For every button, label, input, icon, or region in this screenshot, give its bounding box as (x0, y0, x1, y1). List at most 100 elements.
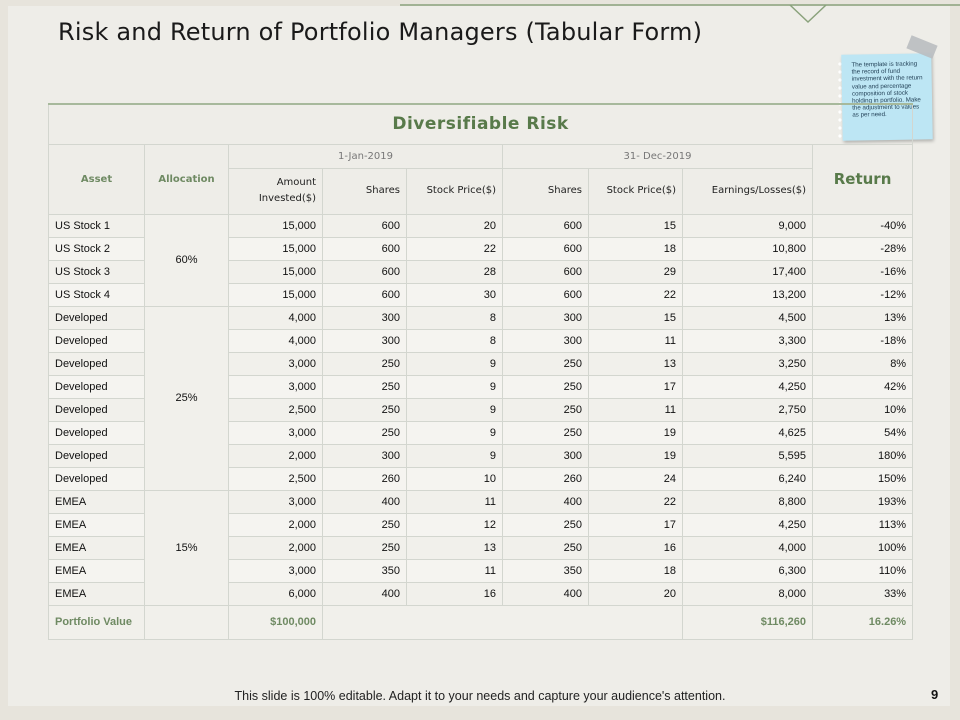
header-shares-start: Shares (322, 167, 407, 215)
cell-shares-start: 300 (322, 305, 407, 330)
cell-earnings: 8,000 (682, 581, 813, 606)
cell-asset: EMEA (48, 581, 145, 606)
cell-price-start: 20 (406, 213, 503, 238)
table-row: Developed 2,500 250 9 250 11 2,750 10% (48, 397, 914, 422)
cell-amount-invested: 15,000 (228, 213, 323, 238)
cell-shares-start: 260 (322, 466, 407, 491)
cell-amount-invested: 15,000 (228, 259, 323, 284)
cell-price-start: 22 (406, 236, 503, 261)
cell-price-end: 15 (588, 305, 683, 330)
cell-earnings: 8,800 (682, 489, 813, 514)
cell-shares-end: 600 (502, 213, 589, 238)
cell-earnings: 3,250 (682, 351, 813, 376)
banner-row: Diversifiable Risk (47, 103, 914, 145)
table-row: EMEA 15% 3,000 400 11 400 22 8,800 193% (48, 489, 914, 606)
cell-return: -28% (811, 236, 914, 261)
cell-earnings: 4,625 (682, 420, 813, 445)
table-row: Developed 25% 4,000 300 8 300 15 4,500 13% (48, 305, 914, 491)
cell-asset: US Stock 3 (48, 259, 145, 284)
cell-price-start: 13 (406, 535, 503, 560)
portfolio-invested: $100,000 (228, 604, 323, 640)
table-row: EMEA 2,000 250 13 250 16 4,000 100% (48, 535, 914, 560)
cell-asset: Developed (48, 397, 145, 422)
cell-shares-start: 600 (322, 236, 407, 261)
cell-asset: US Stock 1 (48, 213, 145, 238)
slide-title: Risk and Return of Portfolio Managers (T… (58, 18, 703, 46)
cell-price-end: 13 (588, 351, 683, 376)
table-row: Developed 3,000 250 9 250 13 3,250 8% (48, 351, 914, 376)
header-date-end: 31- Dec-2019 (502, 143, 813, 169)
cell-amount-invested: 3,000 (228, 374, 323, 399)
cell-shares-start: 250 (322, 374, 407, 399)
cell-asset: US Stock 2 (48, 236, 145, 261)
cell-allocation: 60% (144, 213, 229, 307)
cell-earnings: 4,250 (682, 512, 813, 537)
cell-asset: Developed (48, 351, 145, 376)
table-row: EMEA 2,000 250 12 250 17 4,250 113% (48, 512, 914, 537)
cell-earnings: 4,500 (682, 305, 813, 330)
cell-return: 150% (811, 466, 914, 491)
cell-asset: Developed (48, 305, 145, 330)
cell-earnings: 3,300 (682, 328, 813, 353)
cell-price-start: 8 (406, 328, 503, 353)
table-row: Developed 3,000 250 9 250 17 4,250 42% (48, 374, 914, 399)
cell-shares-start: 600 (322, 259, 407, 284)
cell-asset: Developed (48, 466, 145, 491)
cell-return: 110% (811, 558, 914, 583)
portfolio-value-label: Portfolio Value (48, 604, 145, 640)
cell-amount-invested: 4,000 (228, 328, 323, 353)
footer-text: This slide is 100% editable. Adapt it to… (234, 689, 726, 703)
cell-shares-end: 250 (502, 351, 589, 376)
cell-shares-end: 350 (502, 558, 589, 583)
table-row: Developed 3,000 250 9 250 19 4,625 54% (48, 420, 914, 445)
cell-earnings: 17,400 (682, 259, 813, 284)
header-allocation: Allocation (144, 143, 229, 215)
cell-price-end: 29 (588, 259, 683, 284)
cell-shares-end: 400 (502, 489, 589, 514)
header-return: Return (811, 143, 914, 215)
cell-amount-invested: 15,000 (228, 282, 323, 307)
cell-asset: US Stock 4 (48, 282, 145, 307)
cell-return: 13% (811, 305, 914, 330)
cell-earnings: 4,000 (682, 535, 813, 560)
cell-price-start: 11 (406, 489, 503, 514)
cell-asset: Developed (48, 328, 145, 353)
cell-shares-end: 250 (502, 420, 589, 445)
cell-price-end: 18 (588, 236, 683, 261)
table-row: EMEA 6,000 400 16 400 20 8,000 33% (48, 581, 914, 606)
cell-asset: EMEA (48, 535, 145, 560)
cell-price-end: 22 (588, 282, 683, 307)
cell-price-end: 15 (588, 213, 683, 238)
cell-shares-end: 250 (502, 397, 589, 422)
table-row: US Stock 1 60% 15,000 600 20 600 15 9,000 -40% (48, 213, 914, 307)
cell-price-end: 16 (588, 535, 683, 560)
cell-return: 180% (811, 443, 914, 468)
cell-shares-start: 600 (322, 282, 407, 307)
cell-amount-invested: 2,500 (228, 397, 323, 422)
header-amount-invested: Amount Invested($) (228, 167, 323, 215)
cell-return: 100% (811, 535, 914, 560)
cell-price-start: 10 (406, 466, 503, 491)
cell-amount-invested: 3,000 (228, 489, 323, 514)
cell-earnings: 6,240 (682, 466, 813, 491)
cell-return: -40% (811, 213, 914, 238)
cell-price-start: 9 (406, 420, 503, 445)
cell-price-end: 17 (588, 512, 683, 537)
cell-price-end: 11 (588, 397, 683, 422)
cell-price-end: 11 (588, 328, 683, 353)
cell-shares-start: 250 (322, 397, 407, 422)
cell-return: 10% (811, 397, 914, 422)
cell-return: 54% (811, 420, 914, 445)
header-earnings: Earnings/Losses($) (682, 167, 813, 215)
header-row-1: Asset Allocation 1-Jan-2019 31- Dec-2019… (48, 143, 914, 215)
cell-shares-end: 600 (502, 236, 589, 261)
cell-price-start: 9 (406, 351, 503, 376)
cell-amount-invested: 2,500 (228, 466, 323, 491)
cell-earnings: 6,300 (682, 558, 813, 583)
cell-amount-invested: 2,000 (228, 443, 323, 468)
portfolio-empty (322, 604, 683, 640)
cell-price-end: 20 (588, 581, 683, 606)
cell-shares-start: 400 (322, 581, 407, 606)
cell-asset: EMEA (48, 512, 145, 537)
top-decorative-line (400, 4, 960, 24)
